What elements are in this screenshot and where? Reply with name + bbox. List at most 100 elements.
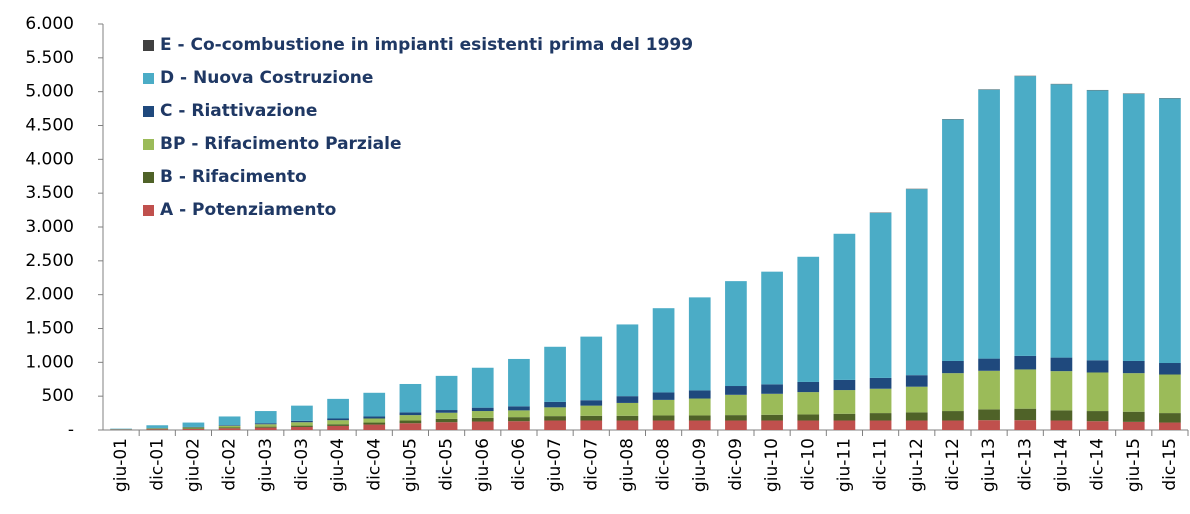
bar-segment	[1122, 373, 1145, 412]
bar-segment	[544, 420, 566, 430]
bar-segment	[616, 324, 639, 397]
bar-segment	[327, 398, 349, 419]
bar-segment	[978, 370, 1000, 410]
bar-segment	[869, 212, 892, 378]
legend-swatch	[143, 205, 154, 216]
x-tick-label: dic-06	[509, 438, 529, 491]
bar-segment	[978, 89, 1000, 359]
y-tick-label: 4.500	[25, 116, 74, 136]
x-tick-label: giu-12	[907, 438, 927, 492]
x-tick-label: giu-10	[762, 438, 782, 492]
x-tick-label: giu-01	[111, 438, 131, 492]
legend-label: D - Nuova Costruzione	[160, 68, 373, 88]
bar-segment	[435, 418, 458, 423]
bar-segment	[1159, 98, 1181, 364]
bar-segment	[218, 425, 241, 426]
bar-segment	[833, 390, 856, 414]
bar-segment	[435, 422, 458, 430]
legend-label: B - Rifacimento	[160, 167, 307, 187]
bar-segment	[146, 429, 169, 430]
legend-label: BP - Rifacimento Parziale	[160, 134, 401, 154]
bar-segment	[1159, 422, 1181, 430]
y-tick-label: 4.000	[25, 149, 74, 169]
legend-swatch	[143, 40, 154, 51]
x-tick-label: dic-07	[581, 438, 601, 491]
bar-segment	[435, 375, 458, 411]
bar-segment	[725, 394, 747, 416]
bar-segment	[978, 420, 1000, 430]
bar-segment	[942, 373, 964, 412]
bar-segment	[146, 428, 169, 429]
x-tick-label: giu-06	[473, 438, 493, 492]
bar-segment	[905, 386, 928, 413]
bar-segment	[580, 336, 603, 401]
bar-segment	[1050, 84, 1073, 358]
y-tick-label: -	[68, 420, 74, 440]
bar-segment	[544, 416, 566, 421]
bar-segment	[254, 423, 277, 425]
bar-segment	[471, 421, 494, 430]
bar-segment	[978, 358, 1000, 371]
bar-segment	[218, 425, 241, 428]
bar-segment	[1122, 421, 1145, 430]
bar-segment	[942, 360, 964, 374]
bar-segment	[363, 392, 386, 417]
bar-segment	[218, 427, 241, 429]
y-tick-label: 6.000	[25, 14, 74, 34]
bar-segment	[327, 424, 349, 426]
bar-segment	[399, 420, 422, 424]
bar-segment	[471, 407, 494, 412]
bar-segment	[544, 346, 566, 402]
bar-segment	[254, 427, 277, 430]
x-tick-label: dic-02	[220, 438, 240, 491]
bar-segment	[471, 411, 494, 418]
x-tick-label: dic-04	[364, 438, 384, 491]
bar-segment	[218, 428, 241, 430]
bar-segment	[761, 414, 783, 421]
bar-segment	[146, 425, 169, 428]
x-tick-label: giu-02	[183, 438, 203, 492]
bar-segment	[797, 414, 820, 421]
bar-segment	[1159, 374, 1181, 414]
y-tick-label: 5.000	[25, 82, 74, 102]
bar-segment	[508, 406, 530, 411]
bar-segment	[616, 415, 639, 421]
bar-segment	[725, 420, 747, 430]
bar-segment	[1159, 363, 1181, 375]
bar-segment	[291, 420, 313, 423]
bar-segment	[363, 416, 386, 419]
x-tick-label: dic-10	[798, 438, 818, 491]
bar-segment	[399, 383, 422, 413]
bar-segment	[471, 367, 494, 408]
bar-segment	[254, 424, 277, 427]
bar-segment	[254, 411, 277, 424]
x-tick-label: giu-05	[400, 438, 420, 492]
bar-segment	[725, 386, 747, 395]
bar-segment	[942, 420, 964, 430]
x-tick-label: dic-01	[147, 438, 167, 491]
y-tick-label: 1.000	[25, 352, 74, 372]
bar-segment	[942, 411, 964, 421]
bar-segment	[688, 390, 711, 399]
bar-segment	[182, 428, 205, 429]
bar-segment	[761, 393, 783, 415]
legend-label: C - Riattivazione	[160, 101, 317, 121]
bar-segment	[508, 421, 530, 430]
bar-segment	[218, 416, 241, 426]
bar-segment	[1086, 421, 1109, 430]
x-tick-label: dic-13	[1015, 438, 1035, 491]
bar-segment	[761, 420, 783, 430]
x-tick-label: giu-13	[979, 438, 999, 492]
x-tick-label: dic-11	[871, 438, 891, 491]
bar-segment	[905, 420, 928, 430]
bar-segment	[761, 384, 783, 394]
y-tick-label: 3.500	[25, 183, 74, 203]
x-tick-label: dic-12	[943, 438, 963, 491]
bar-segment	[1086, 360, 1109, 373]
bar-segment	[580, 415, 603, 421]
bar-segment	[1014, 369, 1037, 409]
bar-segment	[797, 392, 820, 415]
bar-segment	[688, 297, 711, 391]
y-tick-label: 500	[42, 386, 74, 406]
